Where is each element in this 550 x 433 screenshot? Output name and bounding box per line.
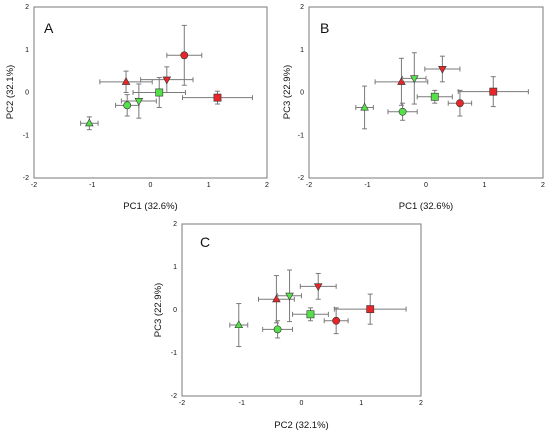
panel-a-xtick: 2	[265, 182, 269, 189]
panel-c-xtick: 1	[359, 400, 363, 407]
panel-a-ytick: 2	[25, 4, 29, 11]
panel-c-green-circle-marker	[273, 325, 282, 334]
panel-b-x-ticks: -2 -1 0 1 2	[306, 182, 545, 189]
panel-b-xtick: 2	[541, 182, 545, 189]
panel-c-red-triangle-down-marker	[313, 283, 323, 292]
panel-c-green-triangle-down-errorbar	[277, 269, 302, 323]
panel-b-y-ticks: -2 -1 0 1 2	[298, 4, 304, 182]
panel-b-ytick: 2	[300, 4, 304, 11]
panel-b-red-circle-marker	[456, 99, 464, 108]
panel-a-y-ticks: -2 -1 0 1 2	[23, 4, 29, 182]
panel-c-x-axis-label: PC2 (32.1%)	[274, 420, 328, 431]
panel-b-green-square-marker	[430, 92, 439, 101]
panel-c-green-square-marker	[306, 310, 315, 319]
panel-b-x-axis-label: PC1 (32.6%)	[399, 201, 453, 212]
panel-b-red-triangle-up-marker	[397, 77, 406, 85]
panel-b-green-triangle-up-marker	[360, 102, 369, 111]
panel-a-red-circle-marker	[180, 51, 189, 60]
panel-b: B -2 -1 0 1 2 -2 -1 0 1 2 PC1 (32.6%) PC…	[282, 4, 545, 212]
panel-a-x-axis-label: PC1 (32.6%)	[123, 201, 177, 212]
panel-a-plot-frame	[33, 6, 268, 179]
panel-a-points	[80, 24, 253, 131]
panel-c-ytick: -1	[171, 350, 177, 357]
panel-a-red-triangle-down-marker	[162, 76, 172, 85]
panel-a-y-axis-label: PC2 (32.1%)	[5, 65, 16, 119]
panel-a-ytick: -2	[23, 175, 29, 182]
panel-a-ytick: -1	[23, 132, 29, 139]
panel-b-points	[355, 52, 529, 130]
panel-c-plot-frame	[181, 223, 422, 397]
panel-c-x-ticks: -2 -1 0 1 2	[179, 400, 423, 407]
panel-a: A -2 -1 0 1 2 -2 -1 0 1 2 PC1 (32.6%) PC…	[5, 4, 269, 212]
panel-c-ytick: 2	[173, 221, 177, 228]
panel-a-green-square-marker	[155, 88, 164, 97]
panel-c-y-ticks: -2 -1 0 1 2	[171, 221, 177, 400]
panel-a-xtick: 0	[149, 182, 153, 189]
panel-b-ytick: -2	[298, 175, 304, 182]
panel-c-red-circle-marker	[332, 316, 341, 325]
panel-a-green-triangle-down-marker	[134, 98, 144, 106]
panel-a-xtick: -2	[31, 182, 37, 189]
panel-c-green-triangle-up-marker	[234, 320, 244, 329]
panel-b-ytick: 1	[300, 47, 304, 54]
panel-c-xtick: -1	[239, 400, 245, 407]
panel-a-green-triangle-up-marker	[85, 118, 94, 127]
panel-a-xtick: 1	[207, 182, 211, 189]
panel-c-green-triangle-down-marker	[285, 292, 294, 301]
panel-b-xtick: -1	[364, 182, 370, 189]
panel-c-xtick: 2	[419, 400, 423, 407]
panel-c-xtick: -2	[179, 400, 185, 407]
panel-a-red-square-marker	[213, 93, 222, 102]
panel-b-green-circle-marker	[398, 107, 407, 116]
panel-b-red-triangle-down-marker	[438, 65, 447, 74]
panel-b-label: B	[320, 20, 329, 36]
panel-b-ytick: 0	[300, 90, 304, 97]
panel-b-green-triangle-down-marker	[410, 75, 419, 84]
panel-c-xtick: 0	[300, 400, 304, 407]
panel-b-y-axis-label: PC3 (22.9%)	[282, 65, 293, 119]
panel-c-ytick: 0	[173, 307, 177, 314]
panel-b-xtick: 0	[424, 182, 428, 189]
panel-b-ytick: -1	[298, 132, 304, 139]
panel-a-red-triangle-up-marker	[121, 77, 131, 85]
panel-a-ytick: 1	[25, 47, 29, 54]
panel-b-red-square-marker	[489, 87, 498, 96]
panel-c-ytick: -2	[171, 393, 177, 400]
panel-a-x-ticks: -2 -1 0 1 2	[31, 182, 269, 189]
panel-b-xtick: 1	[483, 182, 487, 189]
panel-a-xtick: -1	[89, 182, 95, 189]
panel-b-xtick: -2	[306, 182, 312, 189]
panel-c-y-axis-label: PC3 (22.9%)	[153, 283, 164, 337]
panel-a-green-circle-marker	[123, 101, 132, 110]
panel-c: C -2 -1 0 1 2 -2 -1 0 1 2 PC2 (32.1%) PC…	[153, 221, 423, 431]
panel-a-label: A	[44, 20, 54, 36]
panel-c-red-square-marker	[366, 305, 375, 314]
panel-c-ytick: 1	[173, 264, 177, 271]
panel-c-points	[229, 269, 407, 348]
panel-a-ytick: 0	[25, 90, 29, 97]
panel-b-plot-frame	[308, 6, 544, 179]
panel-c-red-triangle-up-marker	[272, 294, 281, 303]
panel-c-label: C	[200, 234, 210, 250]
